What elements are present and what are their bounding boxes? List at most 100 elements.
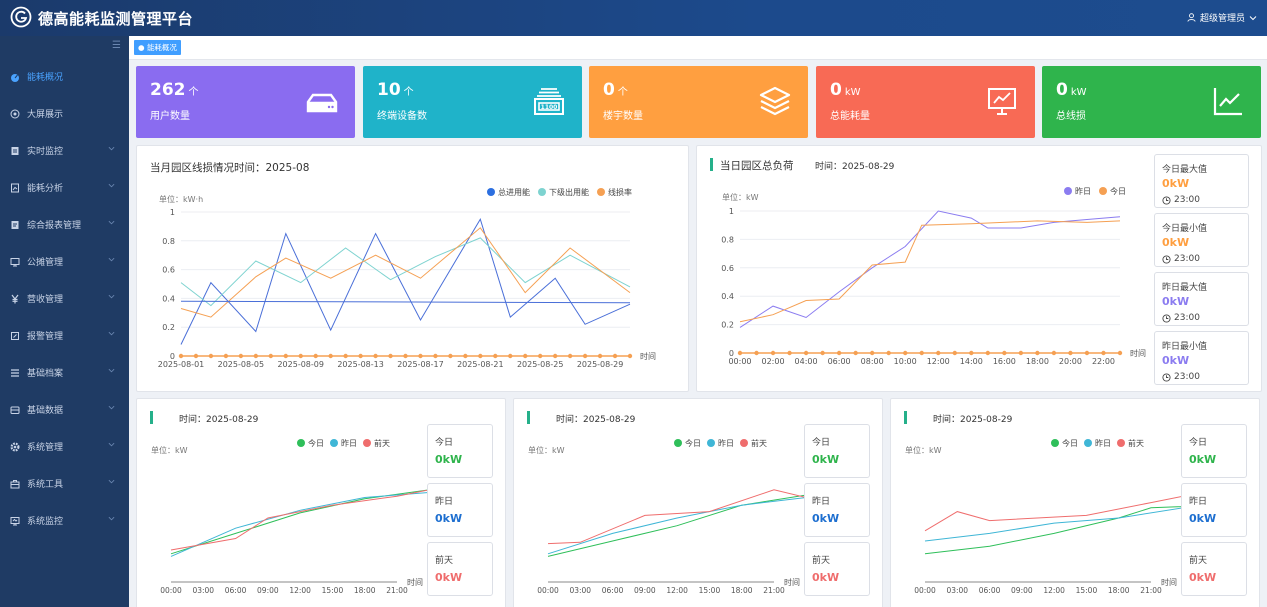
sidebar-item-9[interactable]: 基础数据 xyxy=(0,391,129,428)
kpi-card-0: 262 个用户数量 xyxy=(136,66,355,138)
x-tick-label: 15:00 xyxy=(1076,586,1098,595)
chart-legend: 今日 昨日 前天 xyxy=(1051,438,1144,449)
x-tick-label: 2025-08-17 xyxy=(397,360,444,369)
series-point xyxy=(478,353,483,359)
kpi-card-4: 0 kW 总线损 xyxy=(1042,66,1261,138)
legend-item[interactable]: 昨日 xyxy=(1064,186,1091,197)
kpi-label: 总线损 xyxy=(1056,111,1086,122)
panel-time: 时间：2025-08-29 xyxy=(815,162,895,172)
sidebar-item-6[interactable]: 营收管理 xyxy=(0,280,129,317)
stat-label: 今日最小值 xyxy=(1162,224,1208,234)
legend-item[interactable]: 昨日 xyxy=(1084,438,1111,449)
legend-item[interactable]: 昨日 xyxy=(707,438,734,449)
series-point xyxy=(853,350,858,356)
user-menu[interactable]: 超级管理员 xyxy=(1187,11,1257,24)
sidebar-item-8[interactable]: 基础档案 xyxy=(0,354,129,391)
stat-value: 0kW xyxy=(1162,295,1190,308)
line-chart-icon xyxy=(1211,84,1245,118)
chart-legend: 总进用能 下级出用能 线损率 xyxy=(487,187,632,198)
x-tick-label: 20:00 xyxy=(1059,357,1082,366)
stat-value: 0kW xyxy=(435,453,463,466)
series-point xyxy=(1018,350,1024,356)
logo-icon xyxy=(10,6,32,28)
legend-item[interactable]: 总进用能 xyxy=(487,187,530,198)
kpi-unit: kW xyxy=(844,87,861,98)
sidebar-item-0[interactable]: 能耗概况 xyxy=(0,58,129,95)
series-point xyxy=(373,353,378,359)
legend-item[interactable]: 今日 xyxy=(1051,438,1078,449)
sidebar-item-5[interactable]: 公摊管理 xyxy=(0,243,129,280)
legend-label: 昨日 xyxy=(1075,187,1091,196)
legend-item[interactable]: 今日 xyxy=(1099,186,1126,197)
stat-label: 昨日最小值 xyxy=(1162,342,1208,352)
x-tick-label: 2025-08-01 xyxy=(158,360,205,369)
stat-value: 0kW xyxy=(435,571,463,584)
series-line xyxy=(739,220,1121,323)
legend-item[interactable]: 前天 xyxy=(363,438,390,449)
kpi-number: 0 xyxy=(830,80,842,100)
sidebar-item-label: 公摊管理 xyxy=(27,258,64,268)
x-tick-label: 14:00 xyxy=(960,357,983,366)
chart-legend: 今日 昨日 前天 xyxy=(674,438,767,449)
chart-legend: 今日 昨日 前天 xyxy=(297,438,390,449)
x-tick-label: 03:00 xyxy=(192,586,214,595)
sidebar-item-3[interactable]: 能耗分析 xyxy=(0,169,129,206)
load-panel-2: 时间：2025-08-29 单位：kW 今日 昨日 前天 时间 00:00 03:00 06:0… xyxy=(890,398,1260,607)
series-line xyxy=(924,496,1181,532)
legend-item[interactable]: 前天 xyxy=(1117,438,1144,449)
series-point xyxy=(612,353,618,359)
chevron-down-icon xyxy=(108,516,115,521)
stat-time-text: 23:00 xyxy=(1174,254,1200,264)
chevron-down-icon xyxy=(108,442,115,447)
panel-title: 当月园区线损情况时间：2025-08 xyxy=(150,162,310,174)
tab-energy-overview[interactable]: ● 能耗概况 xyxy=(134,40,181,55)
meter-device-icon: 1100 xyxy=(532,84,566,118)
stat-value: 0kW xyxy=(1189,571,1217,584)
stat-value: 0kW xyxy=(1189,512,1217,525)
stat-time: 23:00 xyxy=(1162,313,1200,323)
sidebar-item-label: 综合报表管理 xyxy=(27,221,82,231)
legend-item[interactable]: 昨日 xyxy=(330,438,357,449)
user-name: 超级管理员 xyxy=(1199,14,1245,24)
sidebar-item-label: 营收管理 xyxy=(27,295,64,305)
sidebar-item-10[interactable]: 系统管理 xyxy=(0,428,129,465)
share-icon xyxy=(9,256,21,268)
x-tick-label: 12:00 xyxy=(1043,586,1065,595)
sidebar-item-4[interactable]: 综合报表管理 xyxy=(0,206,129,243)
monthly-line-loss-panel: 当月园区线损情况时间：2025-08 单位：kW·h 总进用能 下级出用能 线损… xyxy=(136,145,689,392)
series-line xyxy=(170,492,427,557)
x-tick-label: 09:00 xyxy=(257,586,279,595)
series-point xyxy=(403,353,408,359)
sidebar-item-11[interactable]: 系统工具 xyxy=(0,465,129,502)
sidebar-item-2[interactable]: 实时监控 xyxy=(0,132,129,169)
sidebar-item-7[interactable]: 报警管理 xyxy=(0,317,129,354)
x-tick-label: 06:00 xyxy=(225,586,247,595)
legend-item[interactable]: 下级出用能 xyxy=(538,187,589,198)
x-tick-label: 18:00 xyxy=(1108,586,1130,595)
legend-item[interactable]: 线损率 xyxy=(597,187,632,198)
stat-time-text: 23:00 xyxy=(1174,195,1200,205)
legend-item[interactable]: 今日 xyxy=(297,438,324,449)
sidebar-item-1[interactable]: 大屏展示 xyxy=(0,95,129,132)
series-line xyxy=(170,489,427,555)
series-point xyxy=(463,353,468,359)
series-line xyxy=(180,237,631,307)
kpi-label: 楼宇数量 xyxy=(603,111,643,122)
series-line xyxy=(924,506,1181,555)
legend-item[interactable]: 今日 xyxy=(674,438,701,449)
series-point xyxy=(178,353,184,359)
chevron-down-icon xyxy=(108,183,115,188)
y-tick-label: 1 xyxy=(729,207,734,216)
series-point xyxy=(493,353,498,359)
stat-label: 今日 xyxy=(812,438,831,448)
sidebar-item-12[interactable]: 系统监控 xyxy=(0,502,129,539)
legend-label: 下级出用能 xyxy=(549,188,589,197)
x-tick-label: 2025-08-13 xyxy=(337,360,384,369)
kpi-number: 0 xyxy=(603,80,615,100)
series-point xyxy=(1117,350,1123,356)
stat-box: 昨日最大值 0kW 23:00 xyxy=(1154,272,1249,326)
collapse-menu-icon[interactable]: ☰ xyxy=(112,40,121,51)
x-tick-label: 15:00 xyxy=(322,586,344,595)
legend-item[interactable]: 前天 xyxy=(740,438,767,449)
series-point xyxy=(582,353,588,359)
